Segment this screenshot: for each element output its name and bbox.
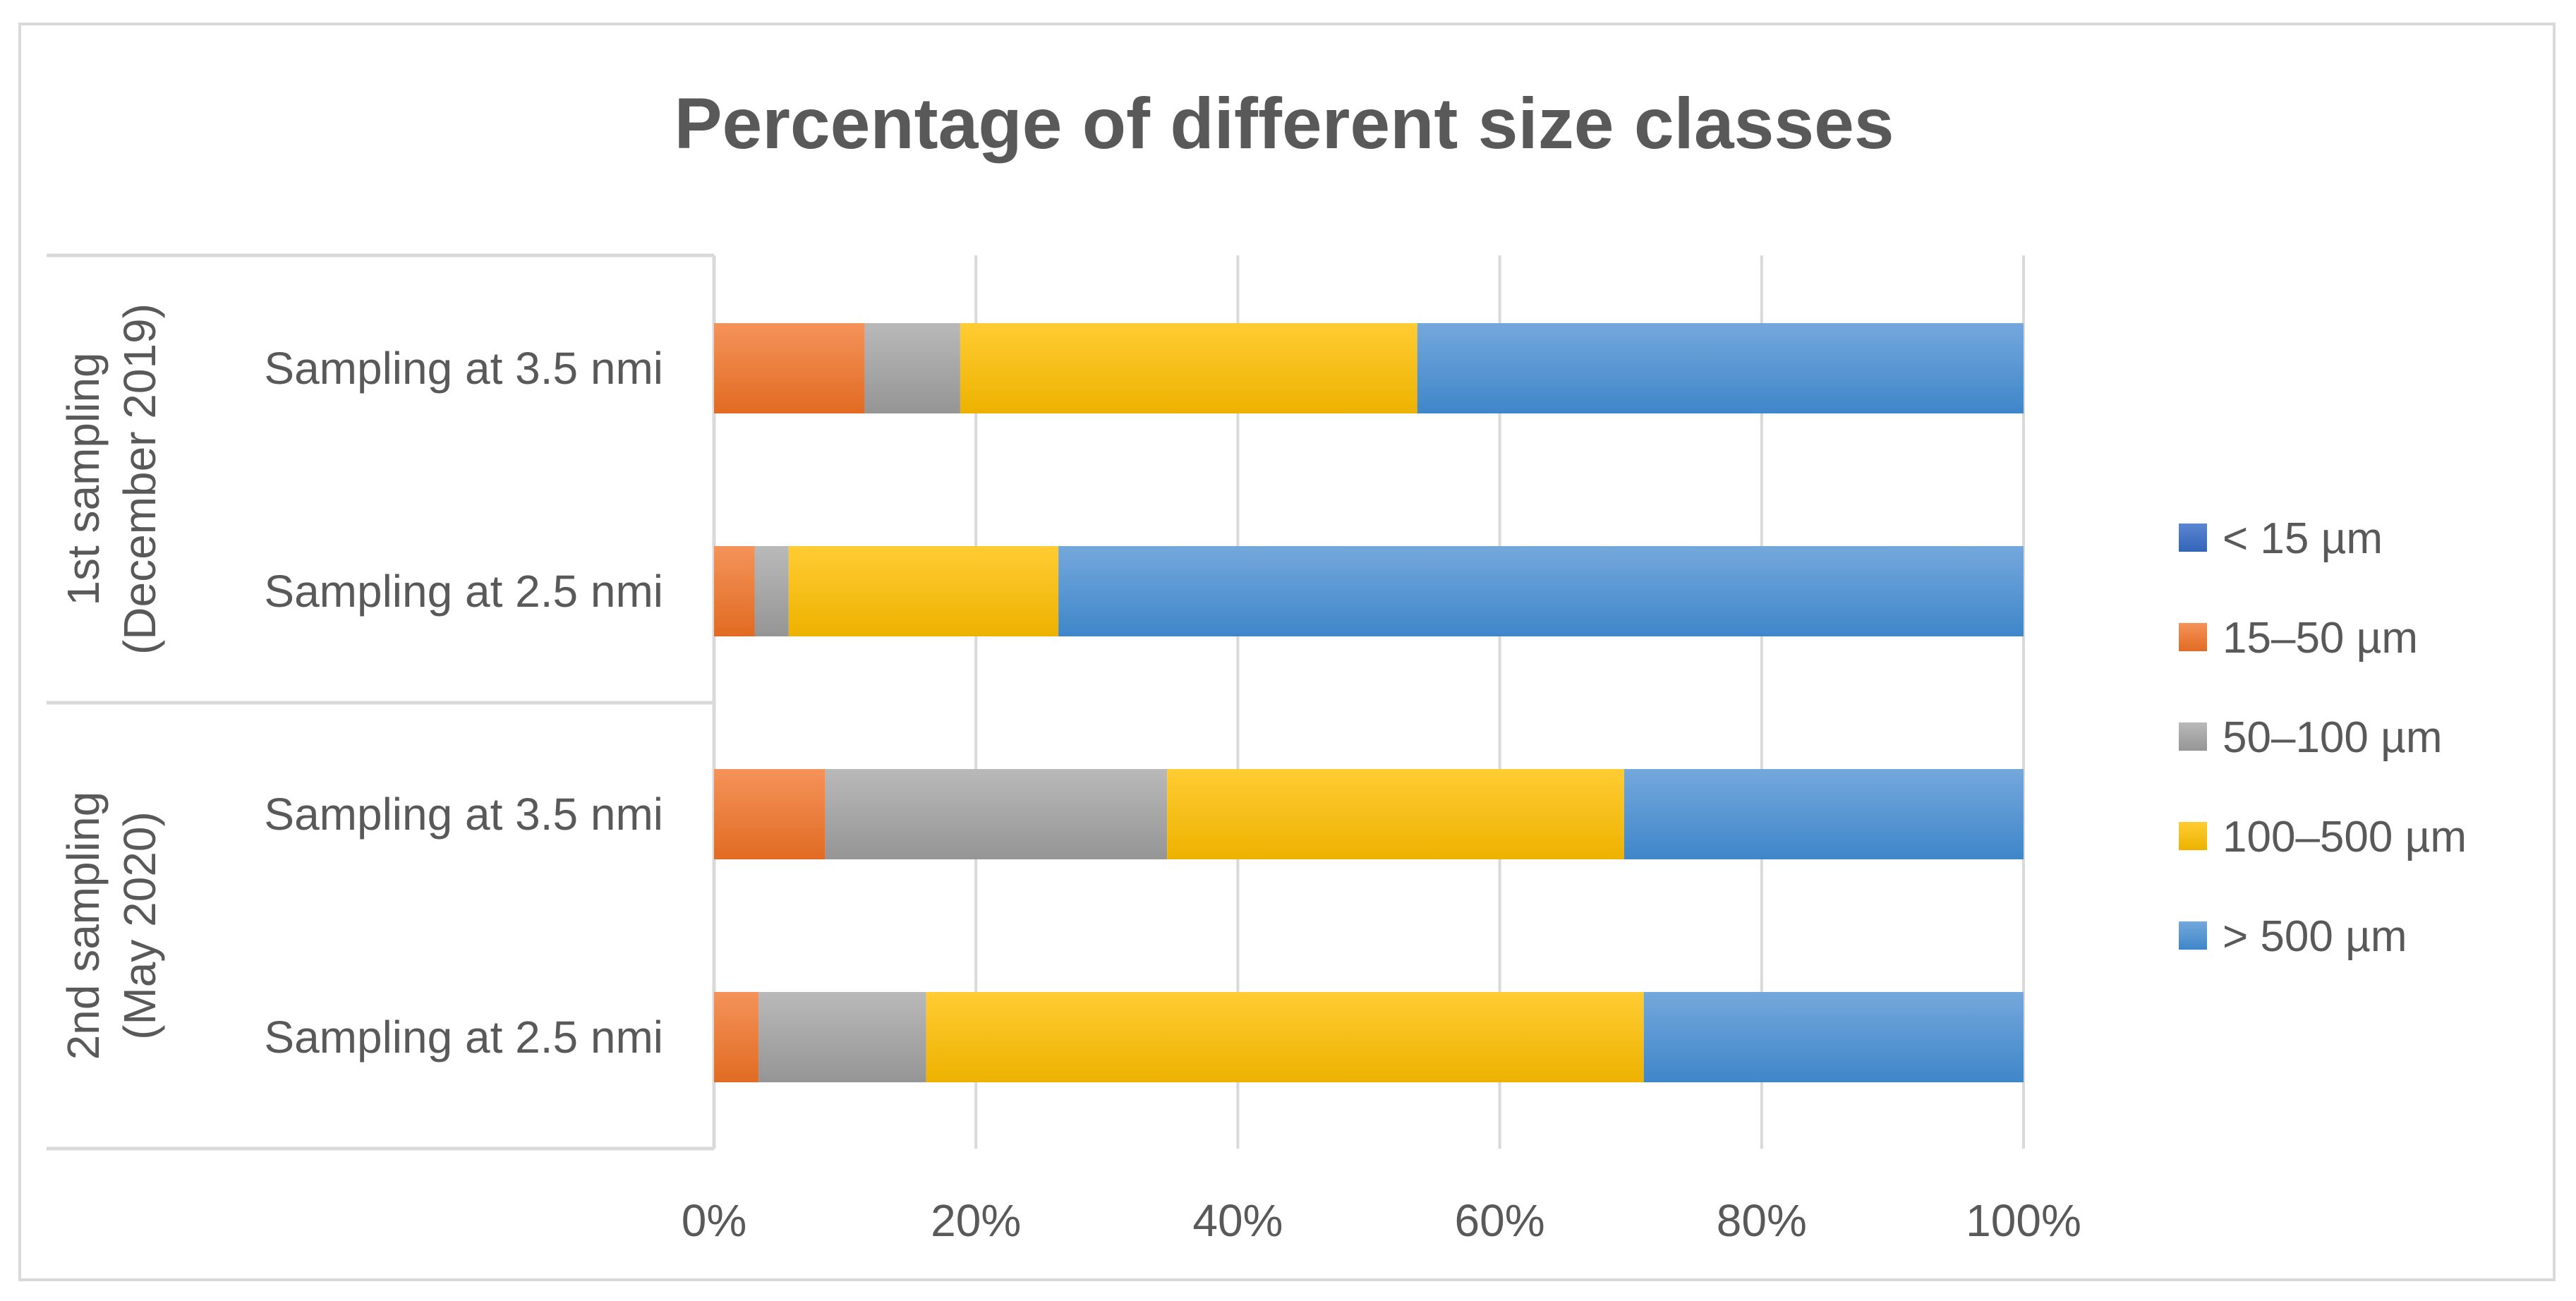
legend: < 15 µm 15–50 µm 50–100 µm 100–500 µm > 500 …: [2179, 514, 2467, 961]
category-labels: Sampling at 3.5 nmi Sampling at 2.5 nmi Sa…: [264, 343, 663, 1063]
legend-swatch: [2179, 921, 2207, 950]
bar-segment: [926, 992, 1644, 1082]
legend-label: 50–100 µm: [2223, 713, 2442, 762]
legend-swatch: [2179, 822, 2207, 850]
legend-label: < 15 µm: [2223, 514, 2383, 563]
legend-label: 15–50 µm: [2223, 614, 2418, 662]
bar-segment: [1643, 992, 2024, 1082]
legend-swatch: [2179, 623, 2207, 651]
x-tick-label: 20%: [931, 1195, 1021, 1246]
legend-label: 100–500 µm: [2223, 813, 2467, 861]
bar-segment: [714, 769, 826, 859]
chart-border: [18, 23, 2556, 1281]
chart-title: Percentage of different size classes: [674, 83, 1894, 164]
bar-segment: [714, 323, 865, 413]
group-label: 2nd sampling: [58, 792, 109, 1060]
bar-segment: [825, 769, 1168, 859]
bar-segment: [1167, 769, 1624, 859]
category-label: Sampling at 2.5 nmi: [264, 566, 663, 617]
x-tick-label: 80%: [1717, 1195, 1807, 1246]
legend-label: > 500 µm: [2223, 912, 2407, 961]
bar-segment: [1058, 546, 2024, 636]
category-label: Sampling at 2.5 nmi: [264, 1012, 663, 1063]
group-labels: 1st sampling (December 2019) 2nd sampling(…: [58, 303, 165, 1060]
x-tick-label: 60%: [1455, 1195, 1545, 1246]
bar-segment: [714, 992, 759, 1082]
group-label: (May 2020): [114, 811, 165, 1040]
bar-segment: [758, 992, 926, 1082]
group-label: 1st sampling: [58, 352, 109, 605]
x-tick-label: 100%: [1966, 1195, 2081, 1246]
category-label: Sampling at 3.5 nmi: [264, 789, 663, 840]
bar-segment: [754, 546, 789, 636]
bar-segment: [1623, 769, 2024, 859]
category-label: Sampling at 3.5 nmi: [264, 343, 663, 394]
bar-segment: [864, 323, 960, 413]
legend-swatch: [2179, 722, 2207, 751]
bar-segment: [1417, 323, 2024, 413]
bars: [714, 323, 2024, 1082]
x-tick-label: 0%: [682, 1195, 747, 1246]
bar-segment: [714, 546, 755, 636]
bar-segment: [788, 546, 1059, 636]
group-label: (December 2019): [114, 303, 165, 655]
x-tick-label: 40%: [1192, 1195, 1283, 1246]
legend-swatch: [2179, 524, 2207, 552]
x-axis-ticks: 0% 20% 40% 60% 80% 100%: [682, 1195, 2081, 1246]
bar-segment: [960, 323, 1417, 413]
